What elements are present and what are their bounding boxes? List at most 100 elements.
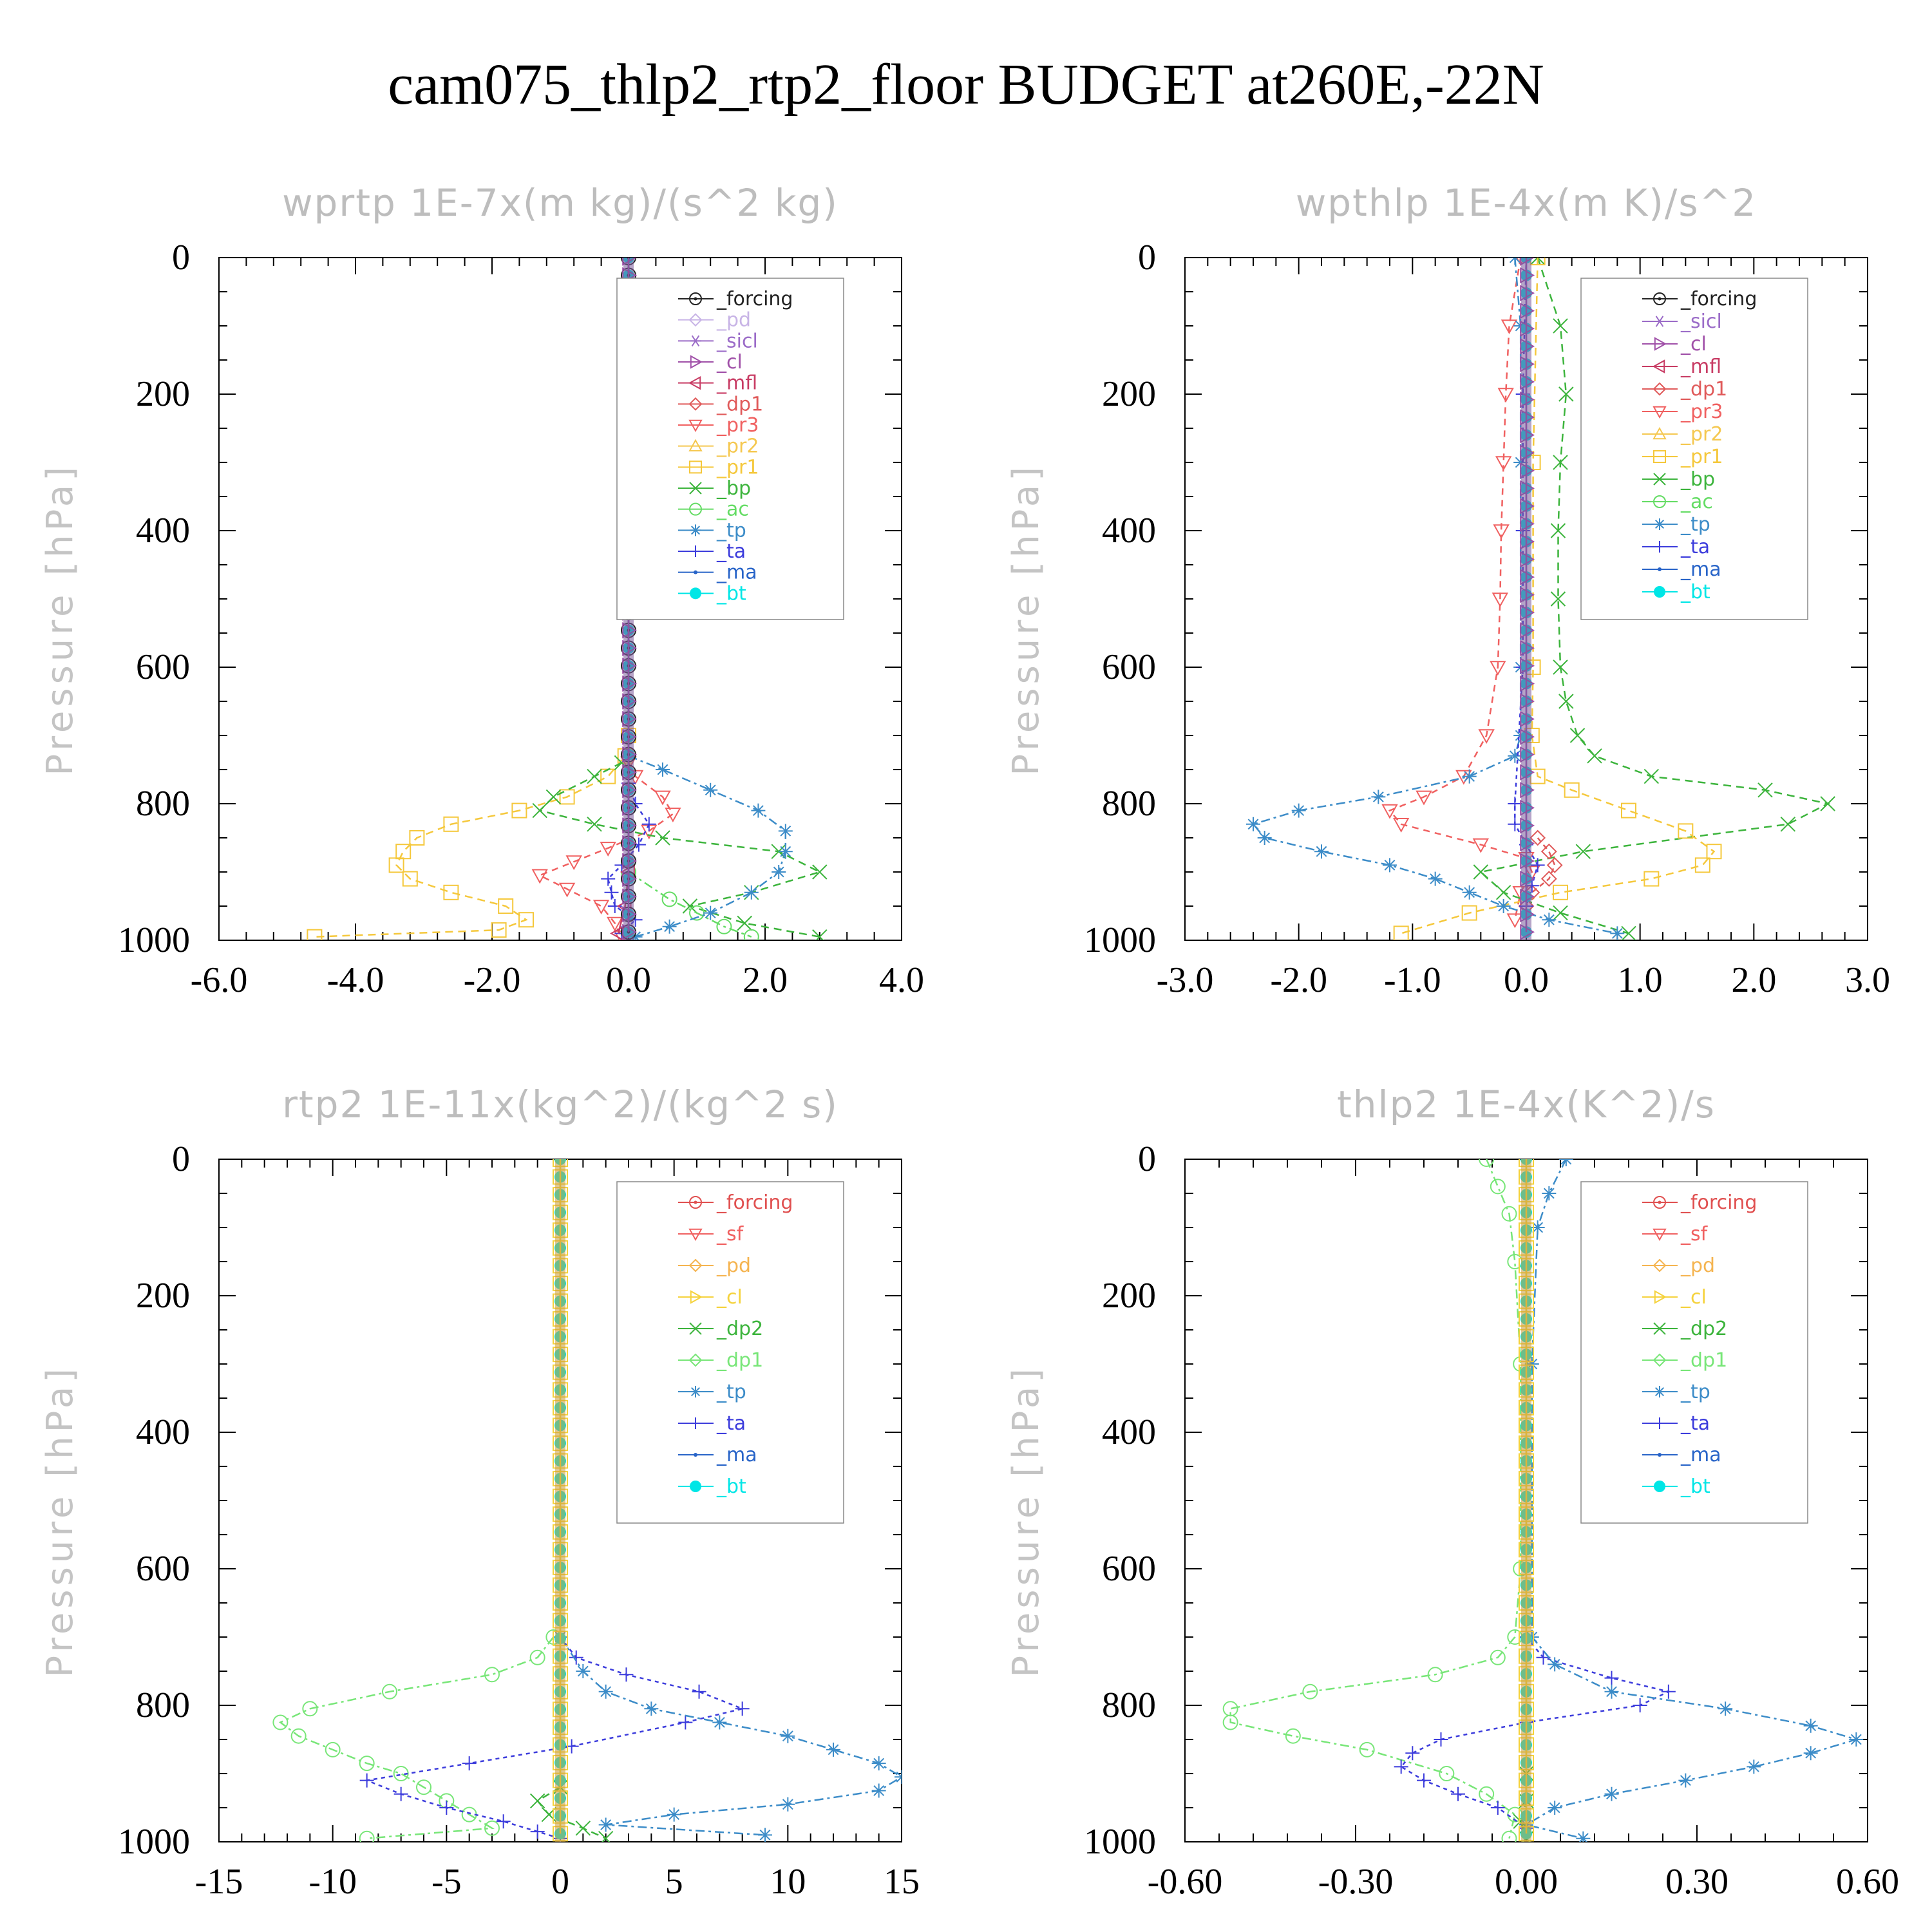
legend-entry: _forcing	[678, 1191, 793, 1214]
data-point	[272, 1714, 289, 1730]
y-tick-label: 200	[1102, 374, 1156, 414]
x-tick-label: 0	[551, 1862, 569, 1902]
legend-label: _mfl	[716, 372, 757, 395]
data-point	[1524, 1630, 1539, 1644]
data-point	[1694, 857, 1710, 873]
data-point	[1558, 1159, 1573, 1166]
data-point	[703, 905, 718, 920]
legend-label: _tp	[716, 1381, 746, 1403]
x-tick-label: 2.0	[743, 960, 788, 1000]
x-tick-label: -15	[195, 1862, 243, 1902]
legend-label: _forcing	[716, 288, 793, 310]
data-point	[1633, 1698, 1647, 1712]
data-point	[1371, 790, 1386, 804]
series_pr3	[531, 756, 681, 940]
data-point	[1604, 1684, 1619, 1699]
data-point	[735, 1701, 750, 1716]
y-tick-label: 0	[1138, 238, 1156, 278]
legend-entry: _cl	[1642, 333, 1707, 355]
legend-label: _pd	[716, 1255, 751, 1277]
data-point	[1508, 817, 1522, 831]
data-point	[1493, 524, 1510, 540]
data-point	[703, 782, 718, 797]
series-line	[1401, 258, 1716, 934]
legend-entry: _forcing	[1642, 1191, 1757, 1214]
x-tick-label: 2.0	[1731, 960, 1776, 1000]
legend-label: _bp	[716, 477, 751, 500]
data-point	[1558, 386, 1574, 402]
legend-marker	[1653, 1258, 1667, 1273]
legend-marker	[688, 313, 703, 327]
zero-budget-band	[1521, 1159, 1531, 1842]
legend-marker	[690, 1386, 701, 1397]
series_tp	[1246, 258, 1625, 940]
data-point	[598, 1684, 613, 1699]
data-point	[692, 1684, 706, 1699]
data-point	[359, 1830, 375, 1842]
data-point	[772, 865, 786, 879]
panel-title: wpthlp 1E-4x(m K)/s^2	[1296, 181, 1757, 225]
legend-entry: _ta	[678, 540, 746, 563]
series-line	[1388, 258, 1533, 920]
data-point	[1621, 925, 1636, 940]
data-point	[1508, 797, 1522, 811]
data-point	[743, 929, 759, 940]
series_dp1	[272, 1629, 562, 1842]
legend-label: _sf	[1680, 1223, 1709, 1245]
x-tick-label: 10	[770, 1862, 806, 1902]
data-point	[1381, 804, 1398, 819]
data-point	[1553, 905, 1568, 921]
data-point	[1621, 802, 1636, 819]
data-point	[1820, 796, 1835, 811]
data-point	[1461, 905, 1477, 921]
legend-box	[1580, 1181, 1808, 1524]
data-point	[656, 762, 670, 777]
legend-marker	[1654, 1417, 1665, 1429]
legend-label: _cl	[716, 351, 743, 374]
data-point	[1718, 1701, 1733, 1716]
data-point	[1530, 829, 1546, 846]
legend-marker	[690, 1417, 701, 1429]
data-point	[359, 1773, 374, 1788]
y-tick-label: 0	[1138, 1139, 1156, 1179]
data-point	[1462, 885, 1477, 900]
data-point	[1530, 858, 1545, 873]
data-point	[1490, 661, 1506, 676]
data-point	[462, 1756, 477, 1771]
series_dp1	[1222, 1159, 1529, 1842]
legend-label: _tp	[716, 519, 746, 542]
legend-label: _pr1	[716, 456, 759, 478]
legend-marker	[690, 587, 701, 600]
y-tick-label: 600	[1102, 647, 1156, 687]
data-point	[716, 918, 732, 934]
legend-entry: _ta	[1642, 1412, 1710, 1435]
legend-label: _tp	[1680, 513, 1710, 536]
data-point	[1405, 1746, 1420, 1761]
legend-label: _dp2	[1680, 1318, 1727, 1340]
legend-entry: _pr3	[1642, 401, 1723, 423]
y-tick-label: 200	[1102, 1276, 1156, 1316]
panel-3: rtp2 1E-11x(kg^2)/(kg^2 s) -15 -10 -5 0 5 10 15…	[39, 1083, 920, 1902]
legend-label: _cl	[716, 1286, 743, 1309]
legend-entry: _ma	[678, 1444, 757, 1466]
data-point	[1643, 871, 1660, 887]
legend-label: _cl	[1680, 333, 1707, 355]
data-point	[654, 790, 671, 806]
y-tick-label: 200	[136, 1276, 190, 1316]
legend-label: _sf	[716, 1223, 744, 1245]
legend-marker	[689, 502, 702, 516]
data-point	[1302, 1683, 1318, 1700]
data-point	[491, 922, 507, 938]
data-point	[1548, 1801, 1562, 1815]
x-tick-label: 0.0	[606, 960, 651, 1000]
data-point	[302, 1701, 318, 1717]
legend-label: _forcing	[1680, 288, 1757, 310]
legend-entry: _mfl	[678, 372, 757, 395]
series_tp	[621, 748, 793, 940]
data-point	[1564, 782, 1580, 798]
y-tick-label: 400	[136, 511, 190, 551]
legend-entry: _bt	[678, 582, 746, 605]
legend-entry: _bt	[1642, 581, 1710, 603]
data-point	[1490, 1179, 1506, 1195]
data-point	[1462, 769, 1477, 784]
